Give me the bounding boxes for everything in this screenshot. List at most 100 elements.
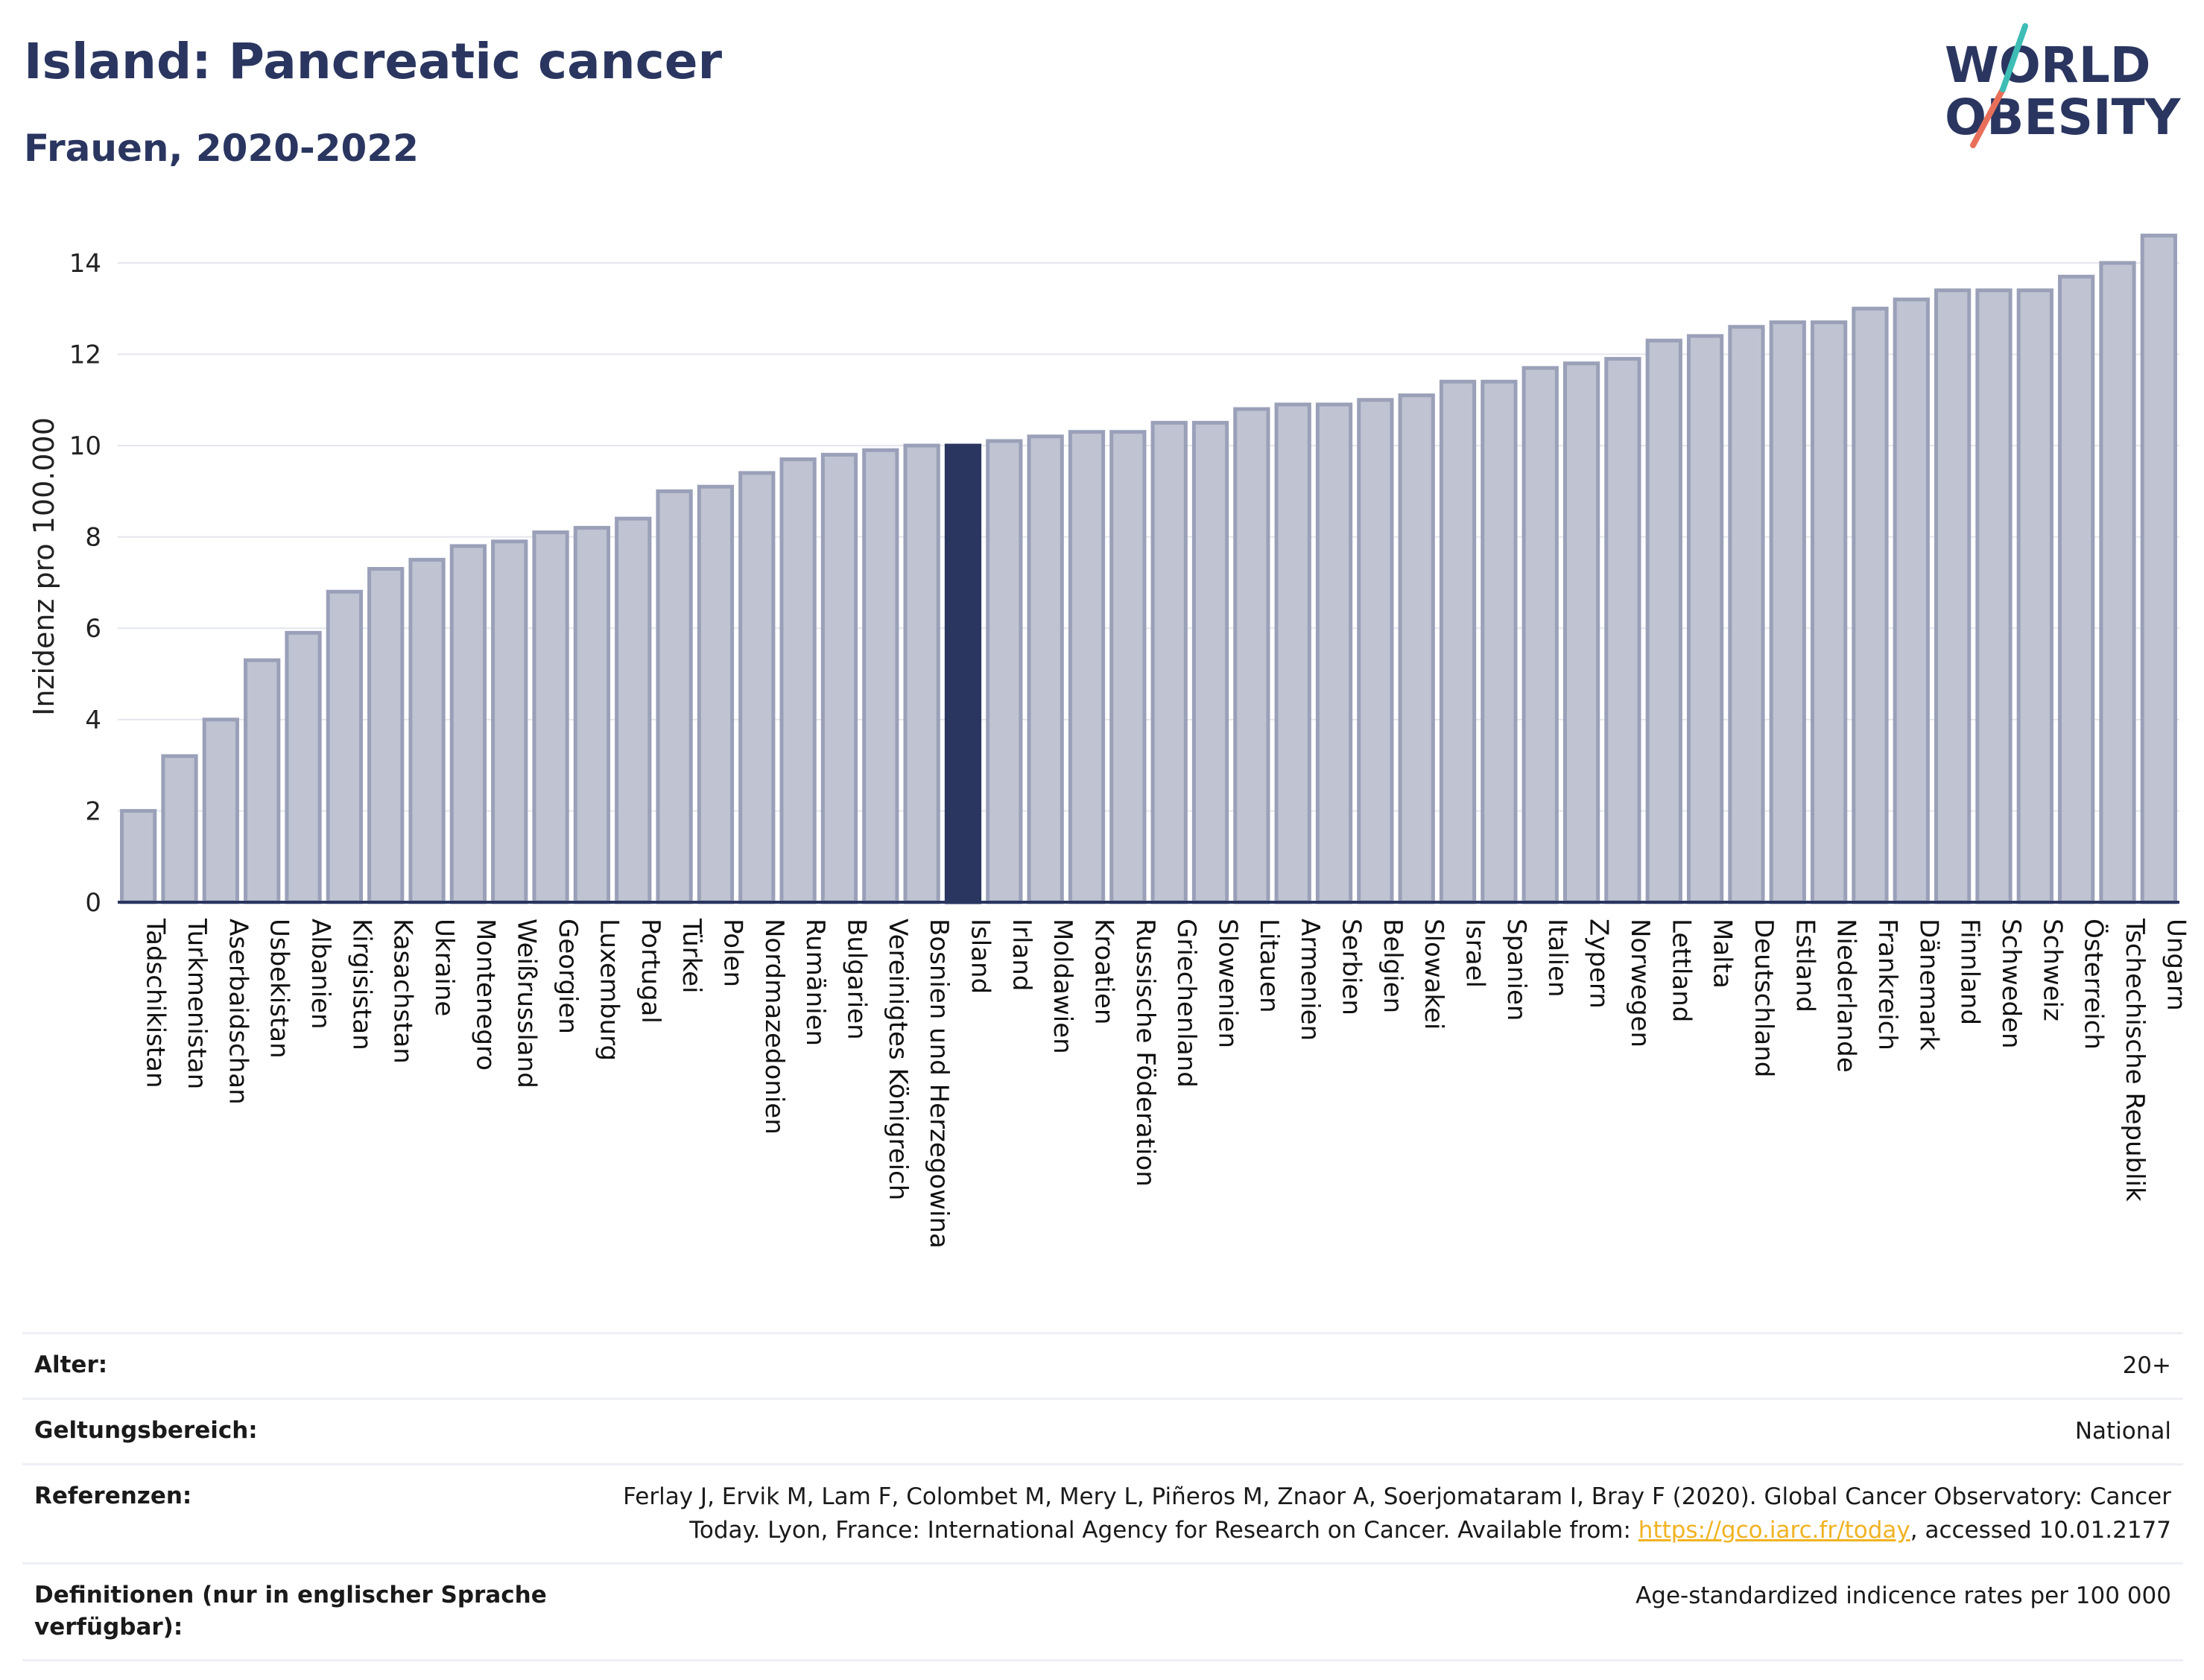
bar: [1233, 407, 1270, 904]
page-subtitle: Frauen, 2020-2022: [24, 127, 419, 170]
bar: [862, 448, 899, 904]
bar: [202, 717, 239, 904]
bar: [161, 754, 198, 904]
bar: [1481, 379, 1518, 904]
reference-link[interactable]: https://gco.iarc.fr/today: [1638, 1516, 1910, 1544]
y-tick-label: 8: [85, 523, 101, 553]
x-tick-label: Tadschikistan: [141, 918, 171, 1088]
bar: [697, 484, 735, 904]
x-tick-label: Frankreich: [1872, 919, 1902, 1050]
y-tick-label: 0: [85, 888, 101, 918]
x-tick-label: Luxemburg: [594, 919, 624, 1061]
meta-row-age: Alter: 20+: [22, 1332, 2183, 1398]
bar: [491, 539, 528, 904]
meta-value-scope: National: [2074, 1417, 2171, 1445]
x-tick-label: Italien: [1542, 919, 1572, 998]
bar: [2016, 288, 2053, 904]
bar: [1975, 288, 2013, 904]
bar: [615, 516, 652, 904]
x-tick-label: Kroatien: [1089, 919, 1118, 1024]
logo-slash-teal: [2000, 23, 2028, 92]
x-tick-label: Bulgarien: [841, 919, 871, 1040]
bar: [1686, 334, 1724, 904]
metadata-table: Alter: 20+ Geltungsbereich: National Ref…: [22, 1332, 2183, 1661]
x-tick-label: Ungarn: [2161, 919, 2191, 1011]
bar: [1109, 430, 1147, 904]
bar: [1728, 325, 1765, 904]
x-tick-label: Kasachstan: [388, 919, 418, 1064]
bar: [449, 544, 487, 904]
x-tick-label: Türkei: [677, 918, 706, 993]
x-tick-label: Griechenland: [1171, 919, 1201, 1088]
bar: [738, 471, 776, 904]
x-tick-label: Bosnien und Herzegowina: [924, 919, 954, 1249]
x-tick-label: Serbien: [1337, 919, 1367, 1015]
x-tick-label: Armenien: [1295, 919, 1325, 1041]
y-axis-label: Inzidenz pro 100.000: [28, 417, 60, 716]
page-title: Island: Pancreatic cancer: [24, 33, 723, 90]
x-tick-label: Portugal: [636, 919, 665, 1024]
bar: [2099, 261, 2136, 904]
bar: [1852, 306, 1889, 904]
x-tick-label: Schweden: [1996, 919, 2026, 1049]
bar-chart: 0 2 4 6 8 10 12 14 Inzidenz pro 100.000 Tadschiki…: [28, 233, 2191, 1249]
x-tick-label: Polen: [718, 919, 747, 987]
bar: [1562, 361, 1600, 904]
bar: [986, 439, 1023, 904]
x-tick-label: Schweiz: [2037, 919, 2067, 1021]
bar: [1645, 338, 1682, 904]
bar: [120, 808, 157, 904]
meta-value-references: Ferlay J, Ervik M, Lam F, Colombet M, Me…: [568, 1465, 2183, 1562]
x-tick-label: Israel: [1460, 919, 1490, 988]
bar: [1027, 434, 1064, 904]
x-tick-label: Lettland: [1666, 919, 1696, 1022]
y-tick-label: 12: [69, 340, 101, 370]
bar: [944, 443, 982, 904]
bar: [1068, 430, 1106, 904]
bar: [408, 557, 446, 904]
x-tick-label: Kirgisistan: [346, 919, 376, 1050]
bar: [2140, 233, 2177, 904]
bar: [1191, 420, 1229, 904]
x-tick-label: Litauen: [1254, 919, 1284, 1013]
x-tick-label: Montenegro: [470, 919, 500, 1071]
x-tick-label: Ukraine: [429, 919, 459, 1016]
meta-value-age: 20+: [2122, 1352, 2171, 1379]
x-tick-label: Spanien: [1501, 919, 1531, 1021]
meta-label-definitions: Definitionen (nur in englischer Sprache …: [34, 1581, 547, 1641]
x-tick-label: Nordmazedonien: [759, 919, 789, 1135]
world-obesity-logo: WORLD OBESITY: [1945, 23, 2182, 148]
bar: [1893, 297, 1930, 904]
bar: [1934, 288, 1972, 904]
meta-value-definitions: Age-standardized indicence rates per 100…: [1635, 1582, 2171, 1609]
x-tick-label: Albanien: [305, 919, 335, 1030]
x-tick-label: Russische Föderation: [1130, 919, 1160, 1187]
x-tick-label: Moldawien: [1048, 919, 1077, 1054]
x-tick-label: Finnland: [1955, 919, 1985, 1025]
bar: [285, 630, 322, 904]
x-tick-label: Aserbaidschan: [223, 919, 253, 1105]
logo-slash-coral: [1970, 86, 2006, 148]
x-tick-label: Slowakei: [1419, 919, 1448, 1030]
bar: [326, 589, 364, 904]
bar: [779, 457, 817, 904]
x-tick-label: Rumänien: [800, 919, 830, 1046]
x-tick-label: Weißrussland: [512, 919, 542, 1088]
x-tick-label: Zypern: [1584, 919, 1614, 1009]
bar: [1315, 402, 1353, 904]
meta-label-age: Alter:: [34, 1351, 108, 1378]
x-tick-label: Österreich: [2079, 919, 2109, 1050]
meta-row-scope: Geltungsbereich: National: [22, 1397, 2183, 1463]
bar: [2058, 274, 2095, 904]
x-tick-label: Turkmenistan: [182, 918, 212, 1089]
x-tick-label: Norwegen: [1625, 919, 1655, 1047]
y-tick-label: 6: [85, 614, 101, 644]
x-tick-label: Belgien: [1378, 919, 1407, 1013]
x-tick-label: Dänemark: [1913, 919, 1943, 1050]
bar: [1439, 379, 1477, 904]
meta-label-scope: Geltungsbereich:: [34, 1416, 258, 1444]
x-tick-label: Vereinigtes Königreich: [883, 919, 913, 1200]
bar: [244, 658, 281, 904]
x-tick-label: Island: [965, 919, 995, 994]
bar: [1604, 357, 1641, 904]
